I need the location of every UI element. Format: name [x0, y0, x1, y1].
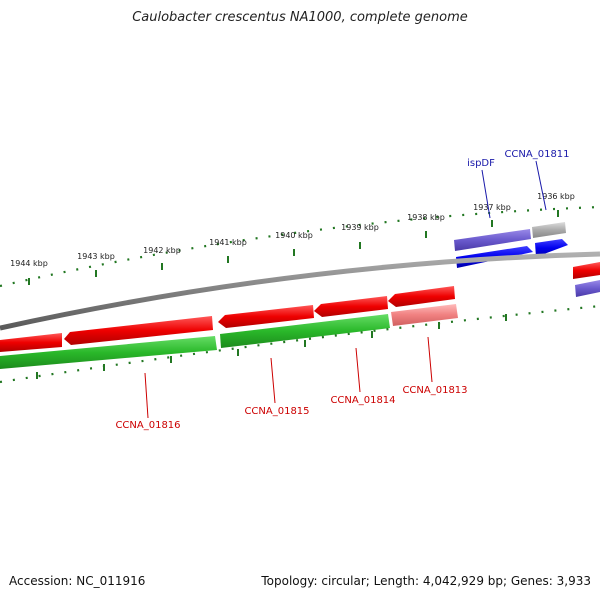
genome-backbone: [0, 251, 600, 331]
cds-CCNA_01816[interactable]: [0, 336, 217, 369]
ruler-bottom-ticks: [36, 314, 507, 379]
tick-label: 1943 kbp: [77, 252, 115, 261]
leader-CCNA_01813: [427, 336, 433, 383]
gene-CCNA_01814[interactable]: [314, 296, 388, 317]
tick-label: 1939 kbp: [341, 223, 379, 232]
genome-summary-text: Topology: circular; Length: 4,042,929 bp…: [261, 574, 591, 588]
leader-CCNA_01816: [144, 372, 149, 419]
tick-label: 1938 kbp: [407, 213, 445, 222]
gene-CCNA_01816[interactable]: [0, 333, 62, 352]
gene-label-CCNA_01816[interactable]: CCNA_01816: [115, 420, 180, 431]
leader-CCNA_01811: [535, 160, 547, 211]
genome-title: Caulobacter crescentus NA1000, complete …: [132, 10, 468, 25]
gene-right-edge-purple[interactable]: [575, 280, 600, 297]
tick-label: 1937 kbp: [473, 203, 511, 212]
ruler-dots-bottom: [0, 304, 600, 384]
gene-CCNA_01813[interactable]: [388, 286, 455, 307]
tick-label: 1942 kbp: [143, 246, 181, 255]
gene-CCNA_01815[interactable]: [218, 305, 314, 328]
ruler-major-ticks: [28, 210, 559, 285]
tick-label: 1940 kbp: [275, 231, 313, 240]
cds-CCNA_01815[interactable]: [220, 314, 390, 348]
leader-CCNA_01814: [355, 347, 361, 393]
gene-ispDF-light[interactable]: [454, 229, 531, 251]
leader-CCNA_01815: [270, 357, 276, 404]
gene-CCNA_01811-pseudo[interactable]: [532, 222, 566, 238]
gene-label-CCNA_01815[interactable]: CCNA_01815: [244, 406, 309, 417]
gene-label-CCNA_01811[interactable]: CCNA_01811: [504, 149, 569, 160]
gene-CCNA_01816-main[interactable]: [64, 316, 213, 345]
gene-CCNA_01811[interactable]: [535, 239, 568, 257]
gene-label-CCNA_01814[interactable]: CCNA_01814: [330, 395, 395, 406]
leader-ispDF: [481, 169, 491, 219]
cds-CCNA_01813-pseudo[interactable]: [391, 304, 458, 326]
ruler-dots-top: [0, 205, 600, 288]
gene-label-CCNA_01813[interactable]: CCNA_01813: [402, 385, 467, 396]
tick-label: 1944 kbp: [10, 259, 48, 268]
accession-text: Accession: NC_011916: [9, 574, 146, 588]
gene-label-ispDF[interactable]: ispDF: [467, 158, 495, 169]
tick-label: 1936 kbp: [537, 192, 575, 201]
gene-right-edge-red[interactable]: [573, 262, 600, 279]
tick-label: 1941 kbp: [209, 238, 247, 247]
